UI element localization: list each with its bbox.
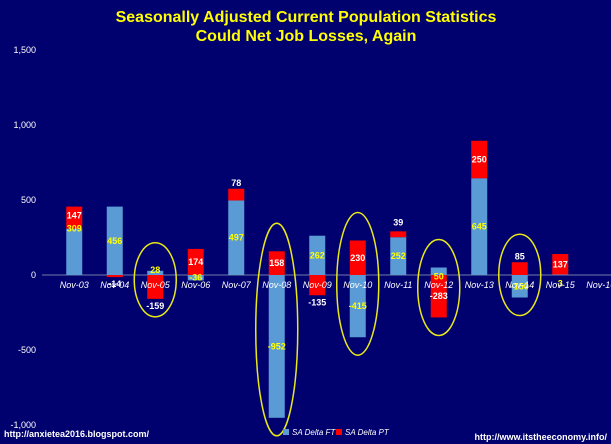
bars-layer	[66, 140, 569, 418]
bar-ft-nov-08	[268, 275, 285, 418]
chart-title-line-1: Seasonally Adjusted Current Population S…	[116, 9, 497, 26]
highlight-ellipse-nov-05	[133, 242, 177, 318]
data-label-pt: 137	[553, 259, 568, 269]
x-tick-label: Nov-07	[222, 280, 252, 290]
y-tick-label: 500	[21, 195, 36, 205]
bar-ft-nov-14	[511, 275, 528, 298]
x-tick-label: Nov-11	[384, 280, 412, 290]
highlight-ellipse-nov-12	[417, 238, 461, 337]
bar-ft-nov-03	[66, 228, 83, 275]
bar-ft-nov-10	[349, 275, 366, 338]
x-tick-label: Nov-10	[343, 280, 372, 290]
y-tick-label: -500	[18, 345, 36, 355]
footer-left-url: http://anxietea2016.blogspot.com/	[4, 429, 150, 439]
legend-label-ft: SA Delta FT	[292, 428, 336, 437]
data-label-ft: 3	[558, 279, 563, 289]
bar-ft-nov-07	[228, 200, 245, 275]
bar-pt-nov-10	[349, 240, 366, 275]
bar-pt-nov-08	[268, 251, 285, 275]
chart-title-line-2: Could Net Job Losses, Again	[196, 28, 417, 45]
bar-pt-nov-09	[309, 275, 326, 296]
data-label-ft: 262	[310, 250, 325, 260]
x-tick-label: Nov-03	[60, 280, 89, 290]
highlight-ellipse-nov-10	[336, 211, 380, 356]
bar-ft-nov-04	[106, 206, 123, 275]
data-label-pt: 78	[231, 178, 241, 188]
bar-ft-nov-12	[430, 267, 447, 275]
legend: SA Delta FT SA Delta PT	[283, 428, 390, 437]
data-label-ft: -415	[349, 301, 367, 311]
x-tick-label: Nov-08	[262, 280, 291, 290]
x-tick-label: Nov-04	[100, 280, 129, 290]
bar-pt-nov-12	[430, 275, 447, 318]
x-tick-label: Nov-14	[505, 280, 534, 290]
x-tick-label: Nov-09	[303, 280, 332, 290]
bar-pt-nov-14	[511, 262, 528, 275]
data-label-ft: 645	[472, 222, 487, 232]
y-tick-label: -1,000	[10, 420, 36, 430]
bar-pt-nov-06	[187, 248, 204, 275]
bar-pt-nov-11	[390, 231, 407, 238]
legend-swatch-pt	[336, 429, 342, 435]
bar-ft-nov-11	[390, 237, 407, 275]
highlight-ellipse-nov-14	[498, 233, 542, 317]
data-label-ft: 456	[107, 236, 122, 246]
data-label-pt: -283	[430, 291, 448, 301]
x-tick-label: Nov-05	[141, 280, 171, 290]
data-label-ft: 50	[434, 272, 444, 282]
data-label-ft: -150	[511, 281, 529, 291]
bar-ft-nov-05	[147, 270, 164, 275]
data-label-ft: 309	[67, 224, 82, 234]
data-label-ft: 252	[391, 251, 406, 261]
data-label-pt: 39	[393, 217, 403, 227]
data-label-ft: -36	[189, 273, 202, 283]
data-label-pt: 85	[515, 251, 525, 261]
y-tick-label: 1,500	[13, 45, 36, 55]
y-tick-label: 0	[31, 270, 36, 280]
data-label-pt: 158	[269, 258, 284, 268]
y-tick-label: 1,000	[13, 120, 36, 130]
data-label-pt: 250	[472, 155, 487, 165]
footer-right-url: http://www.itstheeconomy.info/	[475, 432, 608, 442]
bar-pt-nov-15	[552, 254, 569, 275]
x-tick-label: Nov-06	[181, 280, 210, 290]
legend-swatch-ft	[283, 429, 289, 435]
x-tick-label: Nov-12	[424, 280, 453, 290]
data-label-pt: 147	[67, 211, 82, 221]
data-label-ft: 497	[229, 233, 244, 243]
x-tick-label: Nov-15	[546, 280, 576, 290]
bar-pt-nov-03	[66, 206, 83, 229]
highlight-ellipses	[133, 211, 542, 437]
bar-pt-nov-05	[147, 275, 164, 299]
legend-label-pt: SA Delta PT	[345, 428, 390, 437]
bar-ft-nov-13	[471, 178, 488, 275]
bar-pt-nov-04	[106, 275, 123, 278]
data-label-pt: -135	[308, 297, 326, 307]
data-label-pt: 230	[350, 253, 365, 263]
data-label-pt: -14	[108, 279, 121, 289]
data-label-ft: 28	[150, 265, 160, 275]
bar-pt-nov-07	[228, 188, 245, 201]
bar-ft-nov-09	[309, 235, 326, 275]
bar-pt-nov-13	[471, 140, 488, 179]
x-tick-label: Nov-13	[465, 280, 494, 290]
data-label-ft: -952	[268, 341, 286, 351]
highlight-ellipse-nov-08	[255, 222, 299, 437]
data-label-pt: 174	[188, 257, 203, 267]
x-tick-label: Nov-16	[586, 280, 611, 290]
bar-ft-nov-06	[187, 275, 204, 281]
data-label-pt: -159	[146, 301, 164, 311]
